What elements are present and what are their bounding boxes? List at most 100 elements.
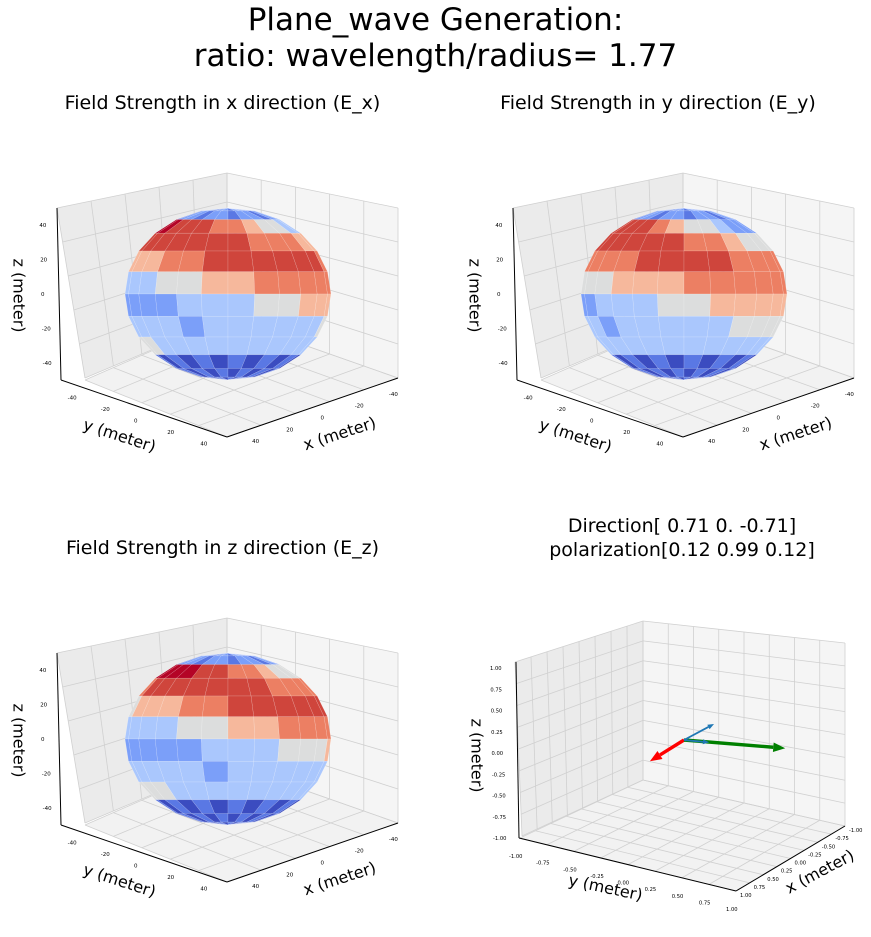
grid-line	[56, 617, 228, 654]
blue-arrow-b-head	[702, 739, 710, 745]
grid-line	[642, 640, 846, 667]
ez-xtick-label: 20	[286, 872, 293, 878]
polarization-arrow-head	[772, 742, 786, 752]
ey-surface-patch	[683, 376, 708, 381]
y-axis-line	[516, 379, 684, 438]
ex-ytick-label: -40	[68, 396, 77, 402]
ey-surface-patch	[754, 271, 774, 295]
grid-line	[512, 207, 542, 379]
x-axis-line	[226, 822, 399, 883]
ez-xtick-label: 40	[252, 884, 259, 890]
ex-surface-patch	[298, 271, 318, 295]
grid-line	[198, 365, 364, 426]
quiver-ztick-label: -0.25	[492, 772, 505, 778]
quiver-ztick-label: 0.50	[491, 709, 503, 715]
grid-line	[226, 646, 399, 688]
ex-surface-patch	[227, 250, 255, 272]
grid-line	[642, 680, 846, 713]
ez-surface-patch	[154, 738, 179, 762]
z-axis-line	[56, 207, 62, 381]
z-axis-line	[512, 207, 518, 381]
grid-line	[642, 779, 846, 827]
ex-surface-patch	[253, 293, 280, 317]
grid-line	[654, 365, 820, 426]
grid-line	[569, 367, 718, 426]
quiver-xtick-label: -1.00	[849, 828, 862, 834]
ex-surface-patch	[227, 376, 252, 381]
x-axis-line	[735, 825, 846, 892]
ey-xtick-label: -20	[811, 404, 820, 410]
ex-surface-patch	[253, 271, 280, 295]
ey-surface-patch	[709, 271, 736, 295]
figure-title-line2: ratio: wavelength/radius= 1.77	[193, 38, 678, 74]
ey-surface-patch	[658, 316, 685, 338]
quiver-xtick-label: 0.75	[754, 885, 766, 891]
ex-surface-patch	[227, 376, 242, 381]
direction-line: Direction[ 0.71 0. -0.71]	[567, 515, 797, 537]
ez-surface-patch	[277, 738, 302, 762]
quiver-xtick-label: -0.75	[835, 836, 848, 842]
ey-surface-patch	[683, 376, 703, 381]
quiver-ytick-label: -1.00	[509, 854, 522, 860]
grid-line	[141, 354, 296, 414]
blue-arrow-b	[683, 739, 704, 743]
quiver-xtick-label: 0.00	[795, 861, 807, 867]
ez-ytick-label: 20	[167, 875, 174, 881]
grid-line	[170, 353, 330, 415]
ez-ztick-label: 0	[41, 737, 45, 743]
y-axis-line	[60, 379, 228, 438]
ex-surface-patch	[227, 376, 254, 381]
ey-ztick-label: -20	[498, 326, 507, 332]
quiver-ztick-label: 0.00	[492, 751, 504, 757]
quiver-xtick-label: 0.50	[767, 877, 779, 883]
ez-ztick-label: -20	[42, 771, 51, 777]
ex-surface-patch	[154, 271, 179, 295]
ex-surface-patch	[204, 336, 229, 355]
ez-surface-patch	[253, 716, 280, 740]
ez-surface-patch	[227, 821, 254, 826]
ey-surface-patch	[683, 376, 698, 381]
ex-surface-patch	[204, 232, 229, 252]
grid-line	[141, 799, 296, 859]
ex-ytick-label: -20	[101, 407, 110, 413]
quiver-ztick-label: -0.50	[492, 794, 505, 800]
ez-ytick-label: 0	[134, 864, 138, 870]
ey-plot: -40 -20 0 20 40 -40 -20 0 20 40 -40 -20 0 20 40	[495, 172, 855, 447]
ey-surface-patch	[657, 293, 685, 317]
ey-surface-patch	[610, 271, 635, 295]
ey-surface-patch	[657, 271, 685, 295]
x-axis-line	[682, 377, 855, 438]
ey-surface-patch	[658, 250, 685, 272]
ez-surface-patch	[298, 738, 318, 762]
quiver-ztick-label: -1.00	[493, 836, 506, 842]
grid-line	[654, 808, 770, 872]
ey-ytick-label: 40	[656, 441, 663, 447]
grid-line	[612, 794, 818, 843]
grid-line	[540, 379, 684, 438]
figure-title: Plane_wave Generation: ratio: wavelength…	[0, 2, 871, 74]
ex-ytick-label: 20	[167, 430, 174, 436]
grid-line	[90, 200, 114, 367]
grid-line	[517, 680, 644, 728]
ez-surface-patch	[298, 716, 318, 740]
ex-ytick-label: 40	[200, 441, 207, 447]
grid-line	[170, 798, 330, 860]
ey-surface-patch	[683, 271, 711, 295]
ey-surface-patch	[683, 316, 711, 338]
ex-surface-patch	[154, 293, 179, 317]
ey-surface-patch	[632, 293, 659, 317]
x-axis-line	[226, 377, 399, 438]
polarization-line: polarization[0.12 0.99 0.12]	[549, 539, 815, 561]
ex-surface-patch	[227, 293, 255, 317]
ez-surface-patch	[227, 821, 242, 826]
quiver-xtick-label: -0.25	[808, 852, 821, 858]
ex-surface-patch	[176, 271, 203, 295]
quiver-ztick-label: 0.75	[490, 687, 502, 693]
grid-line	[682, 172, 855, 209]
ex-surface-patch	[138, 293, 158, 317]
ez-surface-patch	[227, 761, 255, 783]
ey-ytick-label: 0	[590, 419, 594, 425]
quiver-xtick-label: 1.00	[740, 893, 752, 899]
ey-ytick-label: 20	[623, 430, 630, 436]
grid-line	[113, 812, 262, 871]
